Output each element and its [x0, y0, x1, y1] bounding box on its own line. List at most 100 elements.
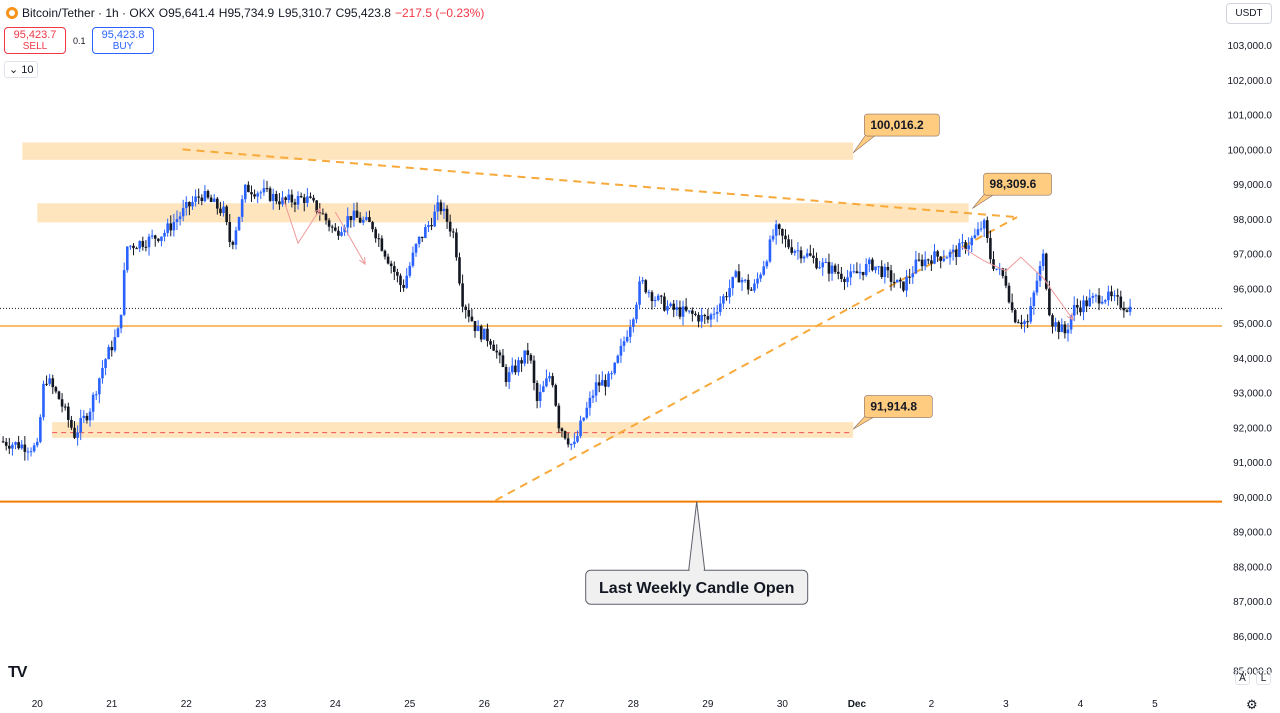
candle-body [501, 355, 505, 368]
candle-body [771, 235, 775, 240]
sell-button[interactable]: 95,423.7 SELL [4, 27, 66, 54]
candle-body [94, 394, 98, 396]
candle-body [973, 235, 977, 238]
candle-body [1097, 295, 1101, 304]
candle-body [247, 184, 250, 193]
candle-body [321, 213, 325, 215]
candle-body [740, 279, 744, 283]
candle-body [11, 444, 14, 449]
candle-body [1122, 307, 1126, 311]
candle-body [51, 378, 55, 388]
candle-body [529, 354, 533, 361]
y-tick-label: 90,000.0 [1233, 493, 1272, 504]
candle-body [290, 194, 294, 203]
candle-body [970, 237, 974, 246]
candle-body [802, 256, 806, 259]
y-tick-label: 100,000.0 [1228, 145, 1273, 156]
tradingview-logo-icon[interactable]: TV [8, 664, 27, 681]
candle-body [942, 258, 946, 261]
candle-body [172, 222, 176, 231]
candle-body [737, 271, 741, 283]
gear-icon[interactable]: ⚙ [1246, 697, 1258, 712]
candle-body [743, 279, 747, 281]
candle-body [796, 250, 800, 252]
candle-body [73, 427, 76, 438]
candle-body [625, 336, 629, 342]
candle-body [886, 266, 890, 271]
candle-body [427, 225, 430, 228]
quantity-selector[interactable]: ⌄ 10 [4, 61, 38, 78]
y-tick-label: 86,000.0 [1233, 632, 1272, 643]
candle-body [1103, 300, 1107, 302]
candle-body [216, 198, 219, 209]
buy-button[interactable]: 95,423.8 BUY [92, 27, 154, 54]
candle-body [203, 191, 207, 201]
trendline-ascending-support[interactable] [495, 216, 1018, 502]
candle-body [436, 202, 440, 212]
candle-body [656, 295, 660, 300]
candle-body [787, 239, 790, 248]
candle-body [361, 219, 365, 223]
y-tick-label: 88,000.0 [1233, 562, 1272, 573]
price-change: −217.5 (−0.23%) [394, 6, 485, 20]
candle-body [8, 445, 11, 449]
candle-body [930, 260, 933, 264]
candle-body [517, 360, 520, 373]
currency-button[interactable]: USDT [1226, 3, 1272, 24]
candle-body [1035, 280, 1039, 293]
annotation-joint [689, 569, 704, 573]
candle-body [228, 222, 232, 243]
candle-body [591, 395, 595, 398]
candle-body [951, 249, 955, 252]
candle-body [119, 314, 123, 329]
candle-body [641, 280, 644, 282]
candle-body [709, 314, 713, 320]
symbol-title[interactable]: Bitcoin/Tether · 1h · OKX [22, 6, 155, 20]
candle-body [337, 230, 340, 236]
candle-body [309, 196, 312, 198]
candle-body [486, 328, 489, 342]
candle-body [989, 238, 992, 260]
y-tick-label: 89,000.0 [1233, 528, 1272, 539]
projection-path [960, 246, 1074, 320]
candle-body [470, 316, 474, 322]
candle-body [442, 208, 446, 212]
ohlc-low: L95,310.7 [278, 6, 332, 20]
candle-body [781, 228, 784, 236]
candle-body [57, 391, 61, 400]
callout-box[interactable] [983, 172, 1052, 196]
candle-body [194, 196, 197, 202]
callout-box[interactable] [864, 113, 940, 137]
auto-scale-button[interactable]: A [1235, 670, 1250, 685]
candle-body [1029, 306, 1033, 322]
candle-body [939, 256, 943, 261]
candle-body [479, 326, 483, 340]
candle-body [725, 296, 728, 298]
callout-label: 91,914.8 [870, 400, 917, 414]
candle-body [632, 319, 635, 327]
x-tick-label: 23 [255, 699, 267, 710]
buy-price: 95,423.8 [101, 29, 145, 41]
candle-body [809, 253, 812, 256]
candle-body [700, 314, 703, 322]
candle-body [753, 283, 756, 291]
x-tick-label: 2 [929, 699, 935, 710]
x-tick-label: 28 [628, 699, 640, 710]
candle-body [29, 451, 33, 453]
x-tick-label: 21 [106, 699, 118, 710]
candle-body [784, 235, 787, 240]
candle-body [793, 251, 797, 253]
price-axis-panel[interactable] [1222, 0, 1280, 713]
candle-body [197, 196, 200, 198]
candle-body [610, 373, 613, 375]
candle-body [911, 273, 915, 278]
annotation-pointer [688, 501, 706, 571]
log-scale-button[interactable]: L [1256, 670, 1271, 685]
callout-box[interactable] [864, 395, 933, 418]
candle-body [1057, 322, 1060, 333]
candle-body [414, 243, 418, 253]
ohlc-high: H95,734.9 [218, 6, 275, 20]
candle-body [85, 415, 89, 421]
